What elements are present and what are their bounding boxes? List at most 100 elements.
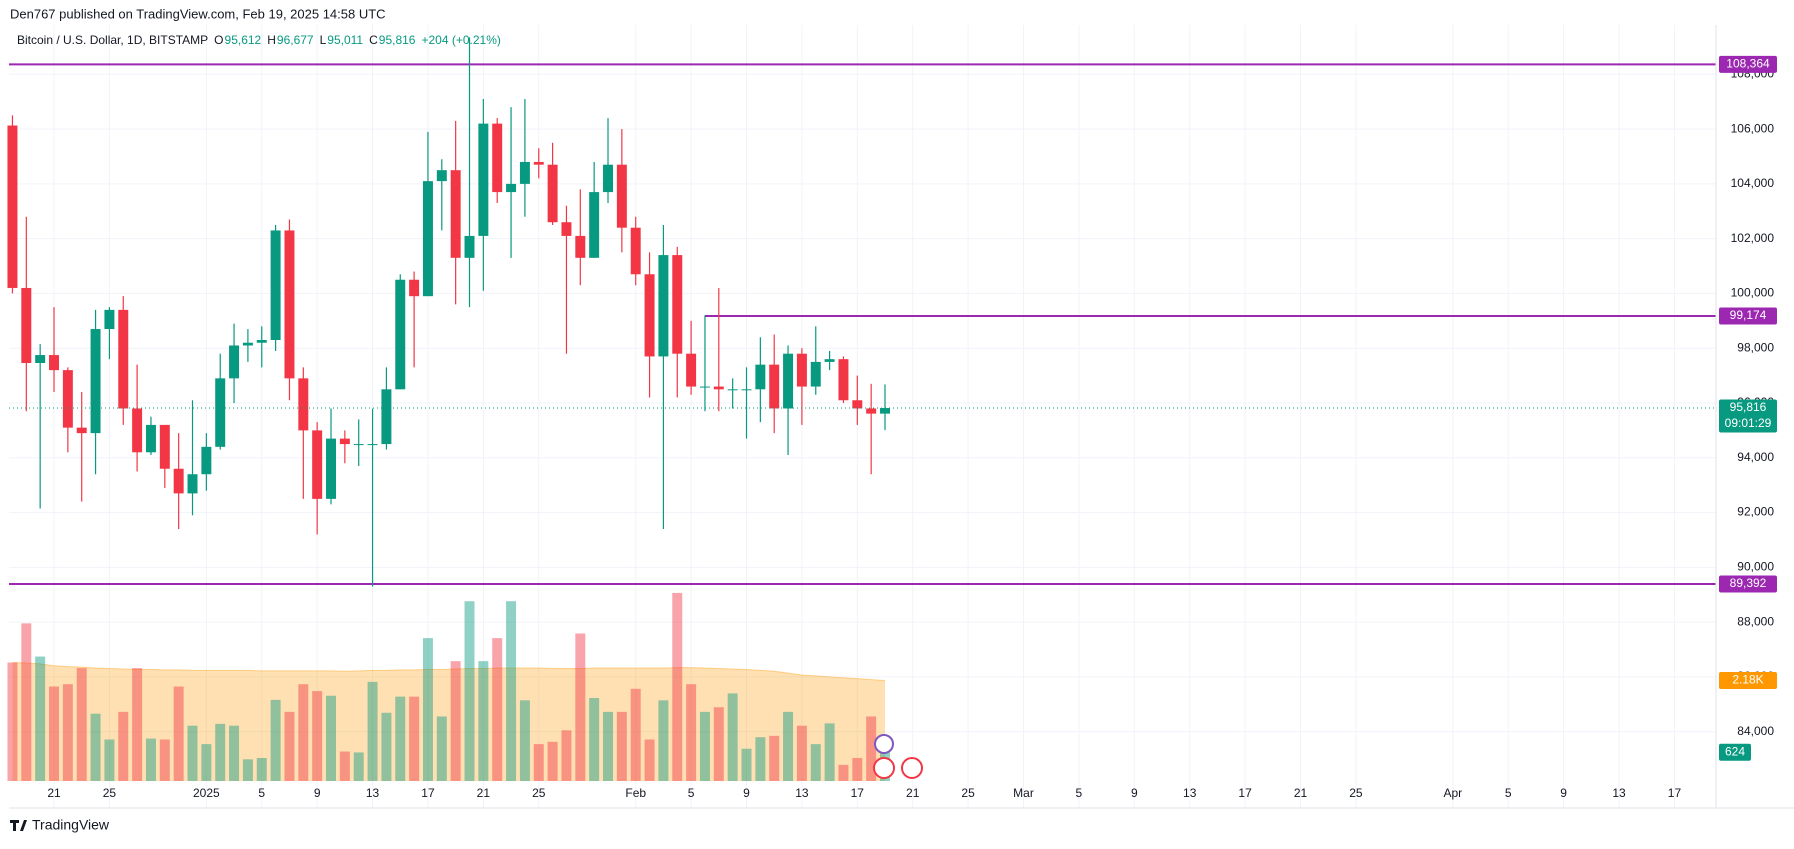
- x-tick-label: 9: [314, 786, 321, 800]
- volume-bar: [284, 711, 295, 781]
- volume-bar: [422, 638, 433, 781]
- candle-body: [838, 359, 849, 401]
- volume-bar: [506, 601, 517, 781]
- candle-body: [242, 342, 253, 346]
- candle-body: [713, 386, 724, 390]
- x-tick-label: 25: [961, 786, 975, 800]
- legend-title: Bitcoin / U.S. Dollar, 1D, BITSTAMP: [17, 33, 208, 47]
- volume-bar: [104, 739, 115, 781]
- last-price-label: 95,816: [1730, 400, 1767, 414]
- candle-body: [824, 359, 835, 362]
- publisher-note: Den767 published on TradingView.com, Feb…: [10, 6, 386, 21]
- candle-body: [852, 400, 863, 409]
- x-tick-label: 25: [1349, 786, 1363, 800]
- x-tick-label: Apr: [1444, 786, 1463, 800]
- volume-bar: [589, 698, 600, 781]
- candle-body: [644, 274, 655, 357]
- volume-ma-label-bg: [1719, 672, 1777, 690]
- candle-body: [796, 353, 807, 387]
- volume-bar: [672, 592, 683, 781]
- candle-body: [298, 378, 309, 431]
- candle-body: [284, 230, 295, 379]
- legend-key: C: [369, 33, 378, 47]
- event-icon[interactable]: [874, 734, 894, 754]
- x-tick-label: 2025: [193, 786, 220, 800]
- x-tick-label: 9: [1560, 786, 1567, 800]
- volume-last-label-bg: [1719, 743, 1751, 761]
- volume-bar: [838, 764, 849, 781]
- candle-body: [367, 444, 378, 446]
- x-tick-label: Mar: [1013, 786, 1034, 800]
- candle-body: [409, 279, 420, 297]
- volume-bar: [381, 712, 392, 781]
- y-tick-label: 98,000: [1737, 340, 1774, 354]
- volume-bar: [312, 691, 323, 781]
- y-tick-label: 106,000: [1731, 121, 1775, 135]
- volume-bar: [810, 744, 821, 781]
- legend-key: L: [320, 33, 327, 47]
- event-icons: [873, 734, 923, 779]
- candle-body: [575, 235, 586, 258]
- candle-body: [339, 438, 350, 445]
- y-tick-label: 92,000: [1737, 505, 1774, 519]
- volume-bar: [298, 684, 309, 781]
- volume-bar: [630, 688, 641, 781]
- volume-bar: [796, 725, 807, 781]
- event-icon[interactable]: [901, 757, 923, 779]
- volume-bar: [229, 725, 240, 781]
- x-tick-label: Feb: [625, 786, 646, 800]
- hline-price-label-bg: [1719, 55, 1777, 73]
- candle-body: [755, 364, 766, 390]
- volume-bar: [644, 739, 655, 781]
- volume-bar: [215, 723, 226, 781]
- volume-bar: [713, 707, 724, 781]
- volume-ma-label: 2.18K: [1732, 673, 1763, 687]
- candle-body: [630, 227, 641, 275]
- volume-bar: [547, 741, 558, 781]
- x-tick-label: 13: [366, 786, 380, 800]
- volume-bar: [561, 730, 572, 781]
- volume-bar: [464, 601, 475, 781]
- event-icon[interactable]: [873, 757, 895, 779]
- volume-last-label: 624: [1725, 744, 1745, 758]
- candle-body: [201, 446, 212, 475]
- x-tick-label: 25: [103, 786, 117, 800]
- candle-body: [561, 222, 572, 236]
- x-tick-label: 21: [906, 786, 920, 800]
- volume-bar: [741, 748, 752, 781]
- volume-bar: [145, 738, 156, 781]
- candle-body: [395, 279, 406, 390]
- volume-bar: [519, 700, 530, 781]
- candle-body: [519, 161, 530, 184]
- candle-body: [270, 230, 281, 340]
- volume-bar: [727, 693, 738, 781]
- candle-body: [464, 235, 475, 258]
- candle-body: [478, 123, 489, 236]
- candle-body: [173, 468, 184, 494]
- volume-bar: [326, 695, 336, 781]
- candle-body: [533, 161, 544, 165]
- candle-body: [506, 183, 517, 193]
- legend-key: H: [267, 33, 276, 47]
- x-tick-label: 9: [743, 786, 750, 800]
- volume-bar: [603, 711, 613, 781]
- volume-bar: [21, 623, 32, 781]
- volume-bar: [132, 668, 143, 781]
- volume-bar: [339, 751, 350, 781]
- candle-body: [312, 430, 323, 499]
- volume-bar: [658, 700, 669, 781]
- candle-body: [450, 170, 461, 258]
- logo-mark: [10, 820, 27, 831]
- x-tick-label: 13: [1612, 786, 1626, 800]
- candle-body: [215, 378, 226, 447]
- volume-bar: [62, 684, 73, 781]
- candle-body: [492, 123, 503, 193]
- volume-bar: [769, 735, 780, 781]
- candle-body: [381, 389, 392, 445]
- candle-body: [810, 361, 821, 387]
- volume-bar: [409, 696, 420, 781]
- volume-bar: [575, 633, 586, 781]
- candle-body: [741, 389, 752, 391]
- volume-bar: [616, 711, 627, 781]
- volume-bar: [367, 681, 378, 781]
